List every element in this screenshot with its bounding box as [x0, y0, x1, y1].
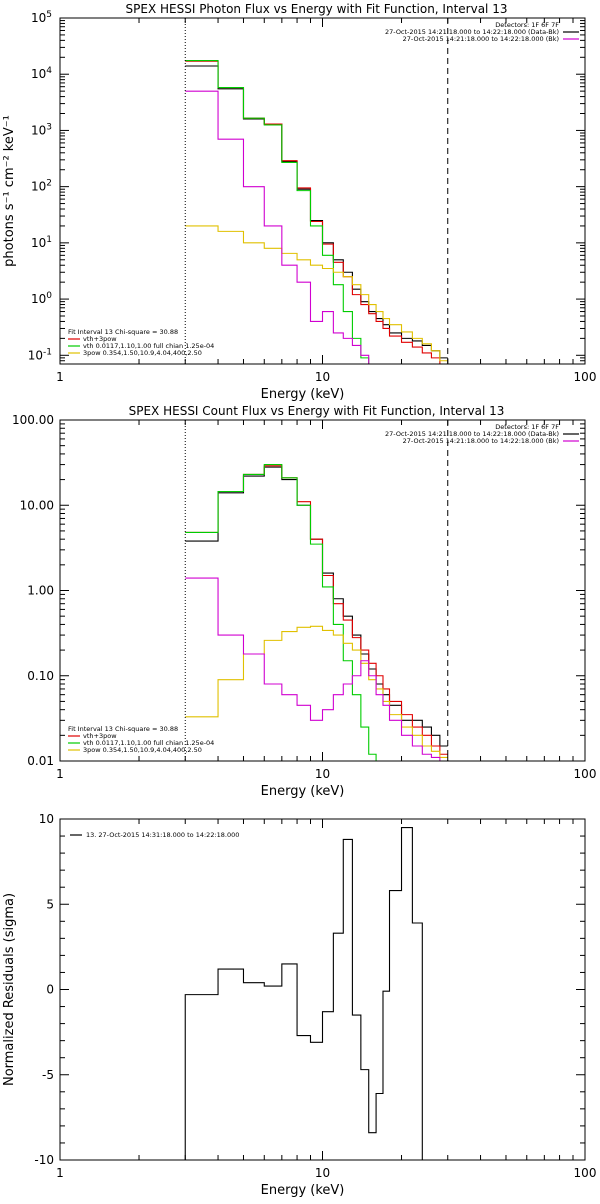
- chart-panel-2: 1 10 100 Energy (keV) 0.01 0.10 1.00 10.00 100.0…: [12, 404, 596, 799]
- plot-frame: [59, 818, 586, 1161]
- x-tick-label: 1: [56, 767, 64, 781]
- y-tick-base: 10: [31, 67, 46, 81]
- chart-title: SPEX HESSI Count Flux vs Energy with Fit…: [129, 404, 505, 418]
- legend-bottom-text: Fit Interval 13 Chi-square = 30.88: [68, 328, 178, 336]
- y-tick-label: 100: [31, 291, 52, 306]
- series-residuals: [184, 826, 423, 1160]
- legend-bottom-text: Fit Interval 13 Chi-square = 30.88: [68, 725, 178, 733]
- y-tick-label: 10.00: [20, 498, 54, 512]
- y-tick-label: 1.00: [27, 584, 54, 598]
- series-bk: [185, 577, 448, 761]
- x-tick-label: 1: [56, 1166, 64, 1180]
- y-tick-exponent: -1: [43, 347, 52, 357]
- y-tick-base: 10: [28, 348, 43, 362]
- series-vth: [185, 60, 448, 364]
- y-tick-base: 10: [31, 292, 46, 306]
- y-tick-label: 103: [31, 122, 52, 137]
- y-tick-label: 102: [31, 179, 52, 194]
- y-tick-label: -10: [34, 1153, 54, 1167]
- y-tick-base: 10: [31, 236, 46, 250]
- y-tick-label: 5: [46, 897, 54, 911]
- series-group: [185, 60, 448, 364]
- legend-bottom-text: vth+3pow: [83, 335, 117, 343]
- series-data-bk: [185, 466, 448, 747]
- x-tick-label: 10: [315, 767, 330, 781]
- legend-bottom-text: vth 0.0117,1.10,1.00 full chian 1.25e-04: [83, 739, 214, 747]
- y-tick-exponent: 4: [46, 66, 52, 76]
- y-tick-label: 101: [31, 235, 52, 250]
- y-tick-label: 104: [31, 66, 52, 81]
- y-axis-label: Normalized Residuals (sigma): [2, 893, 17, 1086]
- x-tick-label: 10: [315, 1166, 330, 1180]
- chart-panel-3: 1 10 100 Energy (keV) -10 -5 0 5 10 Normalized Re…: [2, 812, 596, 1198]
- legend-bottom-text: 3pow 0.354,1.50,10.9,4.04,400,2.50: [83, 746, 202, 754]
- y-tick-exponent: 2: [46, 179, 52, 189]
- y-tick-label: -5: [42, 1068, 54, 1082]
- series-3pow: [185, 625, 448, 759]
- x-tick-label: 100: [574, 1166, 597, 1180]
- y-tick-label: 0.10: [27, 669, 54, 683]
- legend-top-text: 27-Oct-2015 14:21:18.000 to 14:22:18.000…: [385, 430, 559, 438]
- y-tick-exponent: 0: [46, 291, 52, 301]
- y-tick-label: 10: [39, 812, 54, 826]
- legend-top-text: Detectors: 1F 6F 7F: [495, 423, 559, 431]
- legend-bottom-text: 3pow 0.354,1.50,10.9,4.04,400,2.50: [83, 349, 202, 357]
- y-tick-label: 10-1: [28, 347, 52, 362]
- x-tick-label: 100: [574, 370, 597, 384]
- y-tick-label: 0: [46, 983, 54, 997]
- series-group: [184, 826, 423, 1160]
- legend-top-text: Detectors: 1F 6F 7F: [495, 21, 559, 29]
- y-axis-label: photons s⁻¹ cm⁻² keV⁻¹: [2, 115, 17, 267]
- y-tick-base: 10: [31, 180, 46, 194]
- x-axis-label: Energy (keV): [261, 387, 345, 402]
- y-tick-label: 100.00: [12, 413, 54, 427]
- series-bk: [185, 90, 448, 364]
- series-3pow: [185, 225, 448, 362]
- chart-title: SPEX HESSI Photon Flux vs Energy with Fi…: [126, 2, 508, 16]
- series-vth: [185, 464, 448, 761]
- series-data-bk: [185, 65, 448, 359]
- x-axis-label: Energy (keV): [261, 1183, 345, 1198]
- y-tick-label: 105: [31, 10, 52, 25]
- y-tick-exponent: 1: [46, 235, 52, 245]
- legend-top-text: 27-Oct-2015 14:21:18.000 to 14:22:18.000…: [403, 35, 559, 43]
- y-tick-label: 0.01: [27, 754, 54, 768]
- y-tick-exponent: 5: [46, 10, 52, 20]
- x-tick-label: 10: [315, 370, 330, 384]
- legend-bottom-text: vth 0.0117,1.10,1.00 full chian 1.25e-04: [83, 342, 214, 350]
- x-axis-label: Energy (keV): [261, 784, 345, 799]
- legend-top-text: 27-Oct-2015 14:21:18.000 to 14:22:18.000…: [385, 28, 559, 36]
- series-group: [185, 464, 448, 761]
- y-tick-base: 10: [31, 123, 46, 137]
- legend-top-text: 27-Oct-2015 14:21:18.000 to 14:22:18.000…: [403, 437, 559, 445]
- legend-text: 13. 27-Oct-2015 14:31:18.000 to 14:22:18…: [86, 831, 239, 839]
- legend-bottom-text: vth+3pow: [83, 732, 117, 740]
- series-vth-3pow: [185, 465, 448, 755]
- y-tick-exponent: 3: [46, 122, 52, 132]
- x-tick-label: 100: [574, 767, 597, 781]
- x-tick-label: 1: [56, 370, 64, 384]
- series-vth-3pow: [185, 60, 448, 364]
- y-tick-base: 10: [31, 11, 46, 25]
